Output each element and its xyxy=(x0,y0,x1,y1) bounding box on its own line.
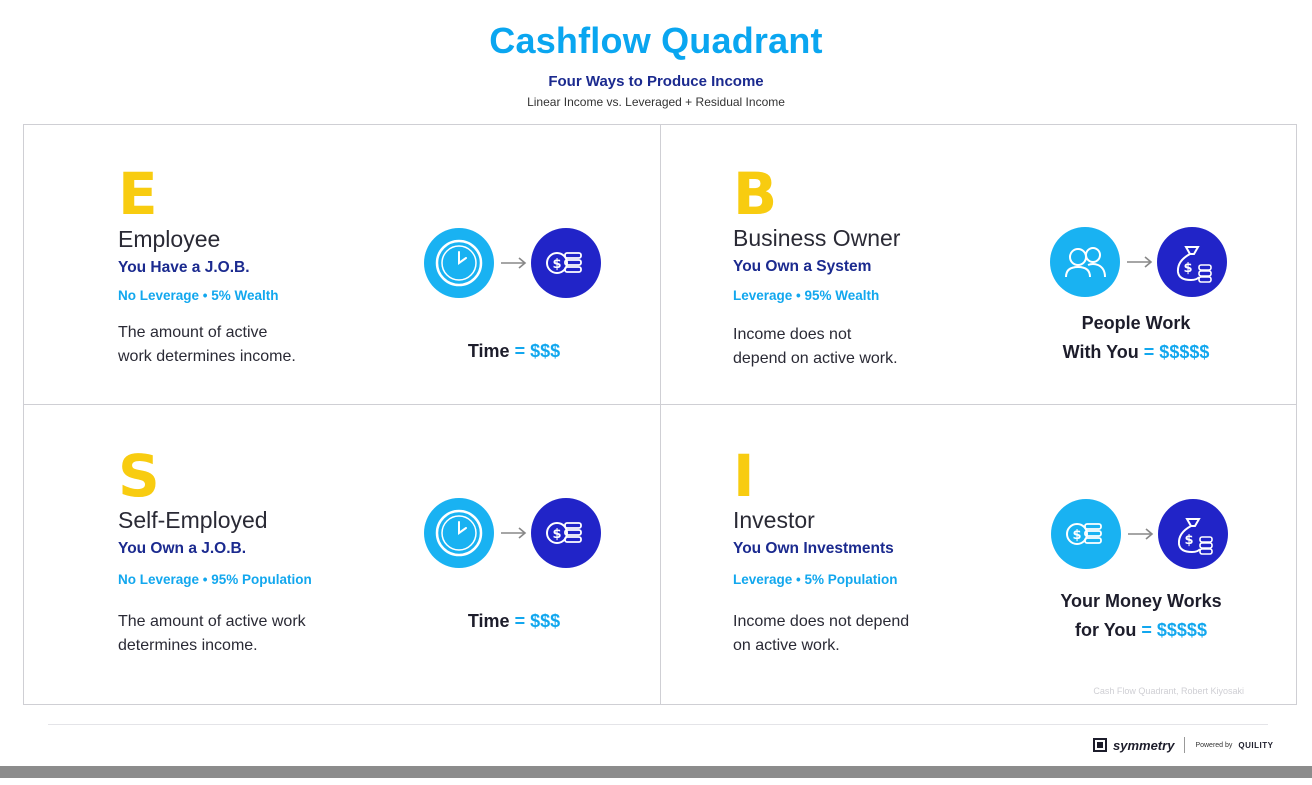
formula: Time = $$$ xyxy=(424,607,604,636)
formula-label: Your Money Works xyxy=(1060,591,1222,611)
formula-value: = $$$ xyxy=(514,341,561,361)
quadrant-self-employed: S Self-Employed You Own a J.O.B. No Leve… xyxy=(24,405,660,685)
quadrant-stats: No Leverage • 5% Wealth xyxy=(118,288,279,303)
quadrant-letter: B xyxy=(733,160,778,228)
quadrant-description: The amount of active work determines inc… xyxy=(118,321,358,369)
partner-name: QUILITY xyxy=(1238,740,1274,750)
quadrant-name: Business Owner xyxy=(733,225,901,251)
formula-value: = $$$ xyxy=(514,611,561,631)
quadrant-stats: Leverage • 95% Wealth xyxy=(733,288,880,303)
footer-branding: symmetry Powered by QUILITY xyxy=(1093,735,1273,755)
formula: Time = $$$ xyxy=(424,337,604,366)
description-line: on active work. xyxy=(733,637,840,654)
money-coins-icon: $ xyxy=(531,498,601,568)
footer-divider xyxy=(48,724,1268,725)
svg-text:$: $ xyxy=(1072,528,1081,543)
quadrant-stats: Leverage • 5% Population xyxy=(733,572,898,587)
brand-name: symmetry xyxy=(1113,737,1175,753)
formula-label: for You xyxy=(1075,620,1137,640)
description-line: determines income. xyxy=(118,637,258,654)
horizontal-divider xyxy=(24,404,1296,405)
svg-text:$: $ xyxy=(552,257,561,272)
arrow-right-icon xyxy=(501,527,527,539)
bottom-bar xyxy=(0,766,1312,778)
description-line: The amount of active work xyxy=(118,613,306,630)
arrow-right-icon xyxy=(1128,528,1154,540)
quadrant-tagline: You Have a J.O.B. xyxy=(118,259,250,276)
formula-label: With You xyxy=(1062,342,1139,362)
page-tagline: Linear Income vs. Leveraged + Residual I… xyxy=(527,95,785,109)
money-bag-icon: $ xyxy=(1158,499,1228,569)
quadrant-employee: E Employee You Have a J.O.B. No Leverage… xyxy=(24,125,660,405)
svg-text:$: $ xyxy=(552,527,561,542)
quadrant-description: Income does not depend on active work. xyxy=(733,323,973,371)
quadrant-tagline: You Own a System xyxy=(733,258,872,275)
money-coins-icon: $ xyxy=(531,228,601,298)
formula-label: People Work xyxy=(1081,313,1191,333)
svg-text:$: $ xyxy=(1184,533,1193,548)
page-title: Cashflow Quadrant xyxy=(489,20,823,61)
arrow-right-icon xyxy=(501,257,527,269)
powered-by-label: Powered by xyxy=(1195,741,1233,749)
description-line: Income does not depend xyxy=(733,613,910,630)
quadrant-business-owner: B Business Owner You Own a System Levera… xyxy=(661,125,1297,405)
quadrant-tagline: You Own Investments xyxy=(733,540,894,557)
quadrant-tagline: You Own a J.O.B. xyxy=(118,540,247,557)
formula: People Work With You = $$$$$ xyxy=(1041,309,1231,367)
page-subtitle: Four Ways to Produce Income xyxy=(548,73,764,90)
description-line: The amount of active xyxy=(118,324,268,341)
arrow-right-icon xyxy=(1127,256,1153,268)
formula-value: = $$$$$ xyxy=(1141,620,1207,640)
symmetry-logo-icon xyxy=(1093,738,1107,752)
quadrant-description: Income does not depend on active work. xyxy=(733,610,993,658)
formula: Your Money Works for You = $$$$$ xyxy=(1036,587,1246,645)
clock-icon xyxy=(424,498,494,568)
people-icon xyxy=(1050,227,1120,297)
svg-text:$: $ xyxy=(1183,261,1192,276)
quadrant-name: Employee xyxy=(118,226,221,252)
formula-value: = $$$$$ xyxy=(1143,342,1210,362)
description-line: work determines income. xyxy=(118,348,296,365)
quadrant-letter: E xyxy=(118,160,158,228)
source-credit: Cash Flow Quadrant, Robert Kiyosaki xyxy=(1093,686,1244,696)
vertical-divider xyxy=(660,125,661,704)
formula-label: Time xyxy=(467,611,510,631)
description-line: depend on active work. xyxy=(733,350,898,367)
quadrant-investor: I Investor You Own Investments Leverage … xyxy=(661,405,1297,685)
description-line: Income does not xyxy=(733,326,852,343)
formula-label: Time xyxy=(467,341,510,361)
money-coins-icon: $ xyxy=(1051,499,1121,569)
quadrant-grid: E Employee You Have a J.O.B. No Leverage… xyxy=(23,124,1297,705)
brand-separator xyxy=(1184,737,1186,753)
quadrant-letter: S xyxy=(118,442,160,510)
quadrant-name: Self-Employed xyxy=(118,507,268,533)
quadrant-letter: I xyxy=(733,442,755,510)
quadrant-name: Investor xyxy=(733,507,815,533)
money-bag-icon: $ xyxy=(1157,227,1227,297)
quadrant-stats: No Leverage • 95% Population xyxy=(118,572,312,587)
clock-icon xyxy=(424,228,494,298)
quadrant-description: The amount of active work determines inc… xyxy=(118,610,378,658)
